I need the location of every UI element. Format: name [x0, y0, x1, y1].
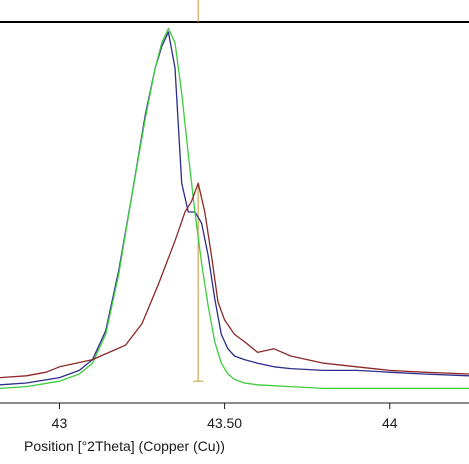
x-tick-label: 43	[52, 415, 68, 431]
x-tick-label: 44	[382, 415, 398, 431]
series-line-2	[0, 27, 469, 390]
x-ticks: 43 43.50 44	[52, 403, 398, 431]
x-axis-title: Position [°2Theta] (Copper (Cu))	[24, 438, 225, 454]
series-lines	[0, 27, 469, 390]
series-line-1	[0, 31, 469, 386]
x-tick-label: 43.50	[207, 415, 242, 431]
series-line-3	[0, 182, 469, 379]
